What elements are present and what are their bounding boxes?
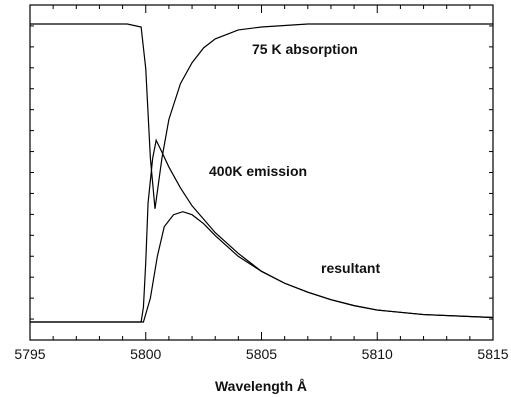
x-axis-title: Wavelength Å: [215, 378, 307, 394]
x-tick-label: 5805: [246, 346, 277, 362]
series-line-0: [30, 23, 493, 209]
x-tick-label: 5795: [14, 346, 45, 362]
x-tick-label: 5810: [362, 346, 393, 362]
x-tick-labels: 5795 5800 5805 5810 5815: [14, 346, 508, 362]
axis-ticks: [29, 5, 494, 340]
x-tick-label: 5815: [477, 346, 508, 362]
annotation-emission: 400K emission: [209, 163, 307, 179]
series-line-2: [30, 211, 494, 323]
annotation-resultant: resultant: [321, 260, 380, 276]
curves: [30, 23, 494, 323]
annotation-absorption: 75 K absorption: [252, 41, 358, 57]
x-tick-label: 5800: [130, 346, 161, 362]
